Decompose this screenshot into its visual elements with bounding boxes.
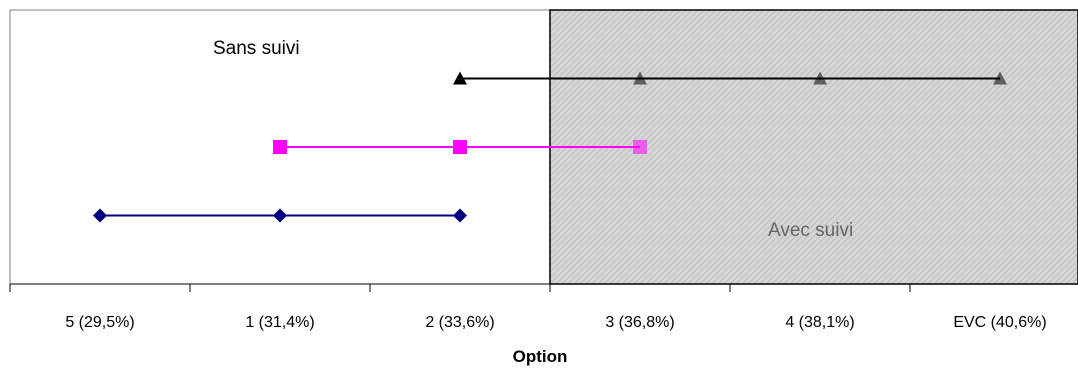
data-point-square bbox=[453, 140, 467, 154]
x-tick-label: 2 (33,6%) bbox=[425, 314, 494, 331]
annotation-right: Avec suivi bbox=[768, 220, 853, 241]
x-tick-label: EVC (40,6%) bbox=[953, 314, 1046, 331]
series-layer bbox=[93, 71, 1007, 223]
x-axis-title: Option bbox=[513, 347, 568, 366]
annotation-left: Sans suivi bbox=[213, 38, 300, 59]
x-axis-ticks: 5 (29,5%) 1 (31,4%) 2 (33,6%) 3 (36,8%) 4 (3… bbox=[9, 284, 1047, 331]
data-point-triangle bbox=[633, 71, 647, 85]
data-point-diamond bbox=[273, 208, 287, 223]
data-point-diamond bbox=[453, 208, 467, 223]
data-point-square bbox=[633, 140, 647, 154]
data-point-triangle bbox=[453, 71, 467, 85]
data-point-square bbox=[273, 140, 287, 154]
data-point-triangle bbox=[813, 71, 827, 85]
x-tick-label: 3 (36,8%) bbox=[605, 314, 674, 331]
x-tick-label: 4 (38,1%) bbox=[785, 314, 854, 331]
data-point-triangle bbox=[993, 71, 1007, 85]
data-point-diamond bbox=[93, 208, 107, 223]
x-tick-label: 1 (31,4%) bbox=[245, 314, 314, 331]
x-tick-label: 5 (29,5%) bbox=[65, 314, 134, 331]
